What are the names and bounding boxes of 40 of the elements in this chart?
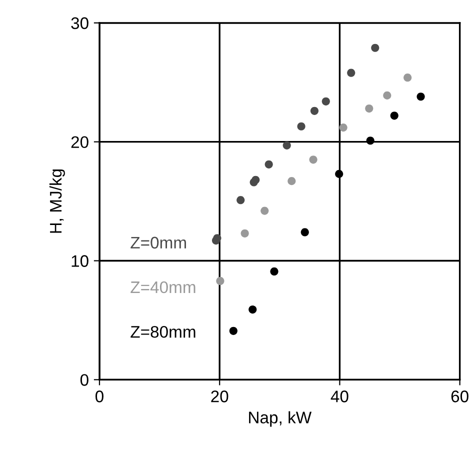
point bbox=[229, 326, 238, 335]
y-tick-label: 10 bbox=[72, 255, 88, 267]
point bbox=[300, 228, 309, 236]
point bbox=[383, 91, 392, 100]
x-tick-label: 60 bbox=[451, 390, 468, 402]
y-axis-title: H, MJ/kg bbox=[49, 169, 65, 233]
point bbox=[347, 68, 356, 77]
point bbox=[297, 122, 306, 130]
point bbox=[240, 229, 249, 238]
point bbox=[309, 156, 318, 164]
x-tick-label: 20 bbox=[211, 390, 228, 402]
x-tick-label: 40 bbox=[330, 390, 348, 402]
y-tick-label: 0 bbox=[80, 374, 88, 386]
point bbox=[236, 196, 245, 204]
point bbox=[288, 177, 296, 186]
series-label: Z=40mm bbox=[130, 281, 196, 294]
point bbox=[371, 44, 380, 52]
point bbox=[264, 160, 273, 168]
point bbox=[416, 92, 425, 101]
point bbox=[366, 136, 374, 145]
point bbox=[270, 267, 278, 276]
point bbox=[248, 305, 257, 314]
point bbox=[212, 236, 220, 245]
point bbox=[282, 141, 291, 150]
point bbox=[260, 206, 269, 215]
point bbox=[339, 124, 348, 132]
point bbox=[365, 104, 374, 113]
point bbox=[216, 276, 224, 286]
point bbox=[335, 170, 344, 178]
text: Z=80mm bbox=[130, 326, 196, 338]
point bbox=[404, 74, 412, 82]
point bbox=[250, 178, 258, 186]
series-label: Z=0mm bbox=[130, 236, 186, 249]
x-tick-label: 0 bbox=[96, 390, 104, 402]
point bbox=[390, 112, 398, 120]
y-tick-label: 30 bbox=[71, 17, 88, 30]
point bbox=[322, 97, 330, 106]
x-axis-title: Nap, kW bbox=[249, 411, 312, 427]
y-tick-label: 20 bbox=[71, 136, 88, 148]
point bbox=[310, 106, 319, 115]
